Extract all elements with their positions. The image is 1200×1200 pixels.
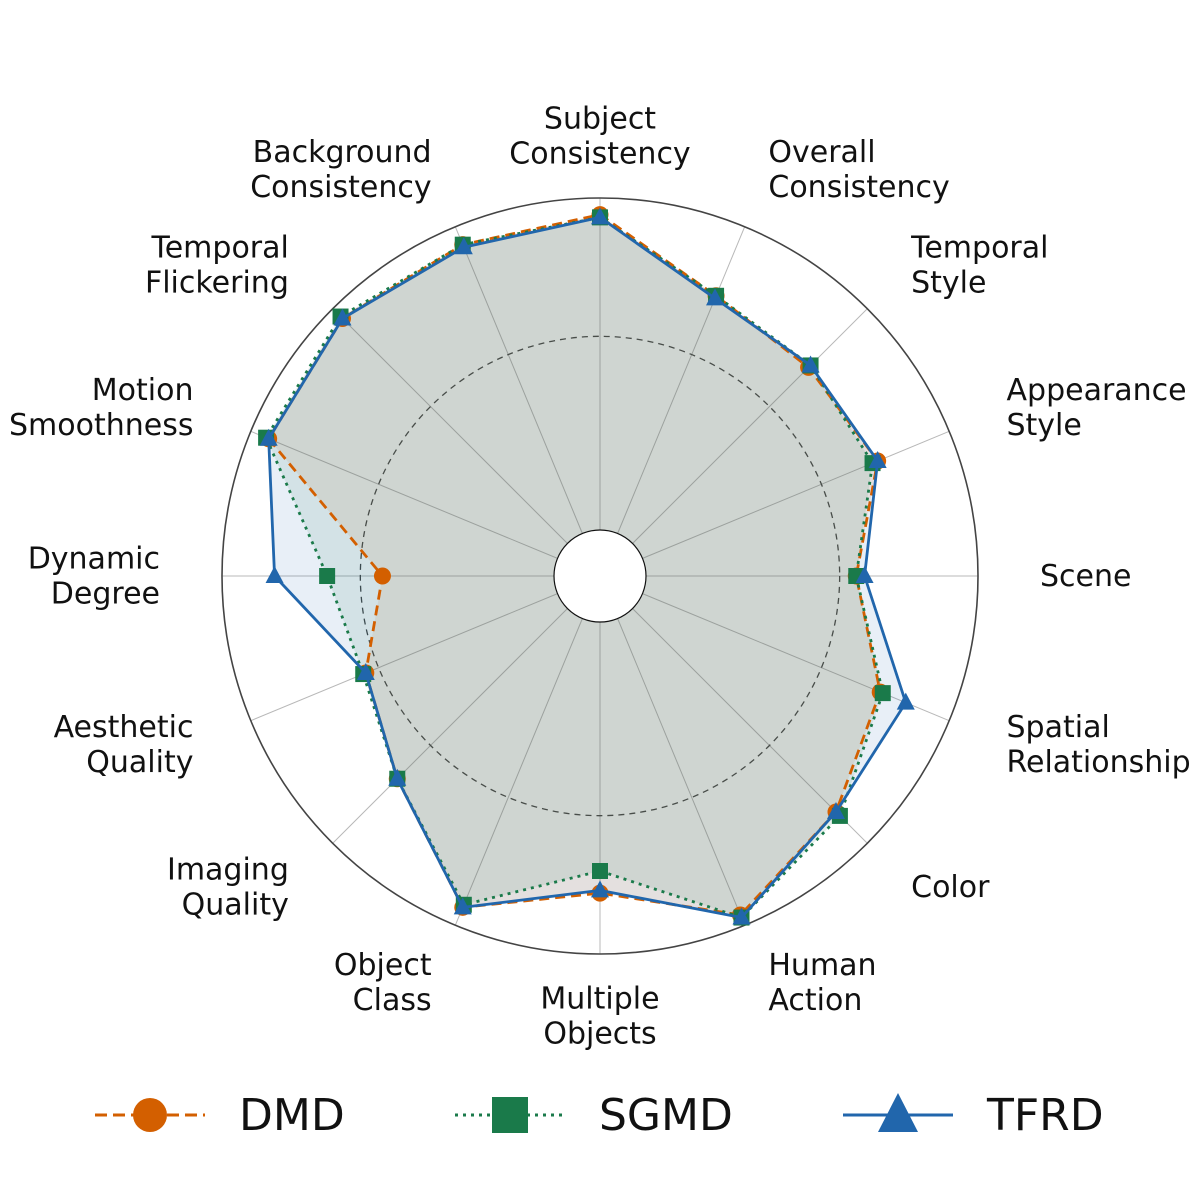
data-point-tfrd: [801, 355, 820, 373]
legend-item-tfrd: TFRD: [843, 1075, 1104, 1155]
radial-gridline: [642, 593, 950, 722]
axis-label-line: Quality: [182, 888, 289, 923]
axis-label-line: Class: [353, 983, 432, 1018]
data-point-tfrd: [356, 663, 375, 681]
data-point-tfrd: [855, 566, 874, 583]
legend-marker-tfrd: [843, 1093, 953, 1132]
radial-gridline: [250, 593, 558, 722]
data-point-tfrd: [265, 566, 284, 583]
axis-label-12: Dynamic Degree: [28, 542, 160, 612]
axis-label-0: Subject Consistency: [509, 102, 690, 172]
axis-label-line: Background: [253, 135, 432, 170]
legend-item-dmd: DMD: [95, 1075, 345, 1155]
axis-label-line: Color: [911, 870, 990, 905]
radial-gridline: [617, 226, 746, 534]
axis-label-line: Dynamic: [28, 542, 160, 577]
radial-gridline: [632, 608, 868, 844]
data-point-tfrd: [591, 880, 609, 898]
radial-gridline: [642, 430, 950, 559]
center-hole: [553, 529, 647, 623]
data-point-tfrd: [826, 801, 845, 819]
axis-label-4: Scene: [1040, 559, 1131, 594]
data-point-tfrd: [732, 907, 751, 925]
legend-marker-dmd: [95, 1098, 205, 1132]
axis-label-9: Object Class: [334, 948, 432, 1018]
axis-label-8: Multiple Objects: [540, 982, 659, 1052]
axis-label-line: Imaging: [167, 853, 289, 888]
axis-label-line: Appearance: [1007, 373, 1187, 408]
legend-item-sgmd: SGMD: [455, 1075, 733, 1155]
radial-gridline: [332, 308, 568, 544]
radial-gridline: [332, 608, 568, 844]
data-point-tfrd: [454, 237, 473, 255]
outer-ring: [221, 197, 979, 955]
axis-label-line: Quality: [86, 745, 193, 780]
data-point-sgmd: [319, 568, 336, 584]
radar-plot: Subject Consistency Overall ConsistencyTemp…: [9, 102, 1191, 1052]
axis-label-line: Aesthetic: [54, 710, 194, 745]
axis-label-10: Imaging Quality: [167, 853, 289, 923]
axis-label-15: Background Consistency: [250, 135, 431, 205]
axis-label-line: Objects: [543, 1017, 656, 1052]
axis-label-7: Human Action: [768, 948, 876, 1018]
axis-label-line: Flickering: [145, 265, 289, 300]
axis-label-1: Overall Consistency: [768, 135, 949, 205]
data-point-tfrd: [388, 768, 407, 786]
axis-label-line: Overall: [768, 135, 875, 170]
radial-gridline: [632, 308, 868, 544]
axis-label-line: Style: [1007, 408, 1082, 443]
data-point-sgmd: [874, 685, 891, 702]
axis-label-line: Object: [334, 948, 432, 983]
data-point-tfrd: [259, 428, 278, 446]
axis-label-line: Human: [768, 948, 876, 983]
data-point-tfrd: [333, 308, 352, 326]
data-point-sgmd: [592, 863, 608, 879]
legend: DMD SGMD TFRD: [0, 1075, 1200, 1155]
legend-label-sgmd: SGMD: [599, 1089, 733, 1141]
axis-label-line: Subject: [544, 102, 656, 137]
axis-label-line: Temporal: [910, 230, 1048, 265]
axis-label-line: Scene: [1040, 559, 1131, 594]
radial-gridline: [454, 618, 583, 926]
radial-gridline: [454, 226, 583, 534]
axis-label-13: Motion Smoothness: [9, 373, 193, 443]
axis-label-6: Color: [911, 870, 990, 905]
data-point-tfrd: [706, 288, 725, 306]
axis-label-line: Motion: [92, 373, 194, 408]
axis-label-line: Relationship: [1007, 745, 1191, 780]
axis-label-line: Smoothness: [9, 408, 193, 443]
axis-label-line: Style: [911, 265, 986, 300]
legend-marker-sgmd: [455, 1097, 565, 1133]
data-point-tfrd: [453, 897, 472, 915]
radial-gridline: [250, 430, 558, 559]
axis-label-3: Appearance Style: [1007, 373, 1187, 443]
axis-label-2: Temporal Style: [910, 230, 1048, 300]
axis-label-line: Temporal: [151, 230, 289, 265]
axis-label-line: Multiple: [540, 982, 659, 1017]
data-point-dmd: [373, 567, 391, 585]
data-point-tfrd: [591, 207, 609, 225]
axis-label-line: Degree: [51, 577, 160, 612]
legend-label-tfrd: TFRD: [987, 1089, 1104, 1141]
axis-label-5: Spatial Relationship: [1007, 710, 1191, 780]
axis-label-14: Temporal Flickering: [145, 230, 289, 300]
axis-label-line: Spatial: [1007, 710, 1110, 745]
data-point-tfrd: [868, 450, 887, 468]
radial-gridline: [617, 618, 746, 926]
axis-label-line: Consistency: [250, 170, 431, 205]
axis-label-11: Aesthetic Quality: [54, 710, 194, 780]
axis-label-line: Consistency: [509, 137, 690, 172]
grid-ring-dashed: [359, 335, 841, 817]
axis-label-line: Consistency: [768, 170, 949, 205]
data-point-tfrd: [896, 692, 915, 710]
legend-label-dmd: DMD: [239, 1089, 345, 1141]
axis-label-line: Action: [768, 983, 862, 1018]
